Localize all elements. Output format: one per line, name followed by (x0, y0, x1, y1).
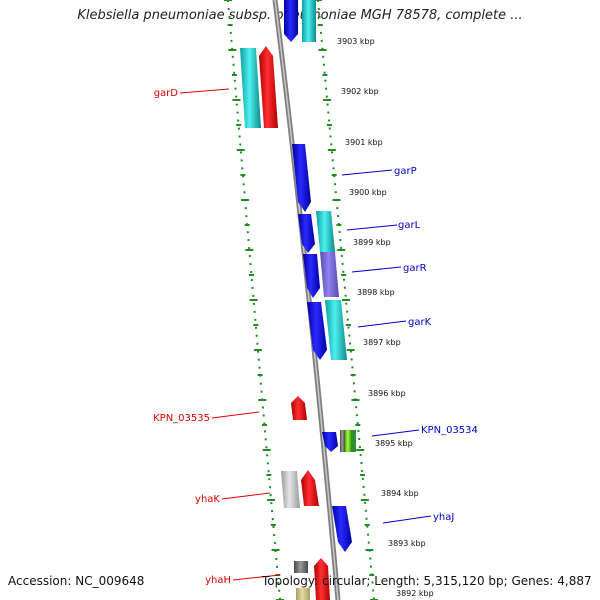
kbp-label: 3899 kbp (353, 238, 391, 247)
gene-label-garR[interactable]: garR (403, 263, 427, 274)
kbp-label: 3897 kbp (363, 338, 401, 347)
gene-box-dgrey[interactable] (294, 561, 308, 573)
kbp-label: 3892 kbp (396, 589, 434, 598)
leader-lines (179, 88, 432, 581)
gene-box-green[interactable] (351, 430, 356, 452)
gene-label-garK[interactable]: garK (408, 317, 432, 328)
gene-label-yhaK[interactable]: yhaK (195, 494, 220, 505)
gene-box-lime[interactable] (345, 430, 351, 452)
gene-box-grey[interactable] (281, 471, 300, 508)
kbp-label: 3894 kbp (381, 489, 419, 498)
kbp-label: 3893 kbp (388, 539, 426, 548)
gene-arrow-blue-garR[interactable] (303, 254, 320, 298)
gene-box-dgrey[interactable] (340, 430, 345, 452)
gene-box-cyan[interactable] (240, 48, 261, 128)
gene-arrow-blue-garL[interactable] (298, 214, 315, 253)
gene-box-olive[interactable] (296, 588, 310, 600)
gene-box-slate[interactable] (320, 252, 339, 297)
gene-arrow-blue-KPN_03534[interactable] (322, 432, 338, 452)
map-title: Klebsiella pneumoniae subsp. pneumoniae … (77, 8, 523, 23)
gene-arrow-blue-garP[interactable] (292, 144, 311, 212)
genome-summary-text: Topology: circular; Length: 5,315,120 bp… (262, 574, 592, 588)
gene-box-cyan[interactable] (316, 211, 335, 252)
kbp-label: 3903 kbp (337, 37, 375, 46)
accession-text: Accession: NC_009648 (8, 574, 145, 588)
gene-arrow-blue[interactable] (284, 0, 298, 42)
kbp-label: 3895 kbp (375, 439, 413, 448)
gene-label-yhaH[interactable]: yhaH (205, 575, 231, 586)
kbp-label: 3900 kbp (349, 188, 387, 197)
gene-features[interactable] (240, 0, 356, 600)
backbone-highlight (274, 0, 339, 600)
kbp-scale: 3903 kbp 3902 kbp 3901 kbp 3900 kbp 3899… (337, 37, 434, 598)
kbp-label: 3898 kbp (357, 288, 395, 297)
kbp-label: 3902 kbp (341, 87, 379, 96)
gene-arrow-red-yhaH[interactable] (314, 558, 330, 600)
gene-label-garP[interactable]: garP (394, 166, 417, 177)
gene-label-yhaJ[interactable]: yhaJ (433, 512, 454, 523)
gene-arrow-red-garD[interactable] (259, 46, 278, 128)
gene-arrow-red-yhaK[interactable] (301, 470, 319, 506)
kbp-label: 3896 kbp (368, 389, 406, 398)
gene-label-KPN_03535[interactable]: KPN_03535 (153, 413, 210, 424)
gene-arrow-blue-yhaJ[interactable] (332, 506, 352, 552)
gene-label-garD[interactable]: garD (154, 88, 179, 99)
gene-box-cyan[interactable] (325, 300, 347, 360)
gene-arrow-blue-garK[interactable] (307, 302, 327, 360)
gene-arrow-red-KPN_03535[interactable] (291, 396, 307, 420)
gene-label-garL[interactable]: garL (398, 220, 421, 231)
gene-box-cyan[interactable] (302, 0, 316, 42)
gene-label-KPN_03534[interactable]: KPN_03534 (421, 425, 478, 436)
kbp-label: 3901 kbp (345, 138, 383, 147)
